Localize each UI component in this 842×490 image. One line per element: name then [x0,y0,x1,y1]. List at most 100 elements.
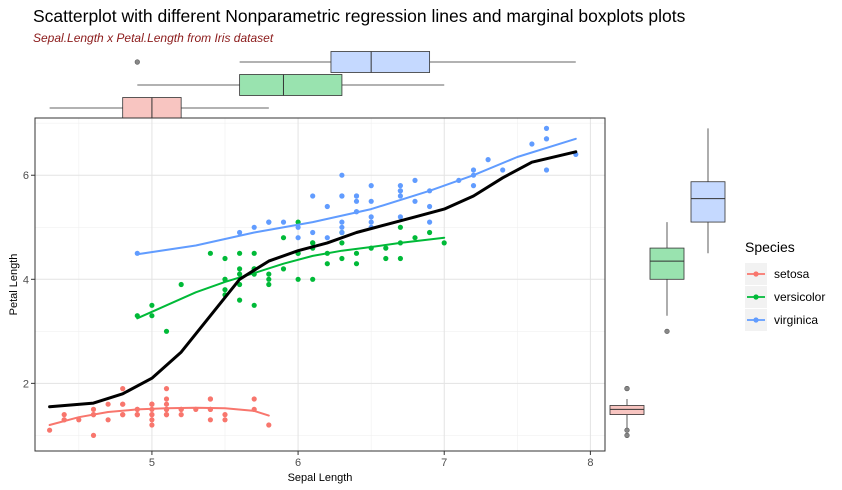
data-point [397,183,403,189]
data-point [222,255,228,262]
data-point [368,219,374,225]
data-point [383,245,389,251]
series-layer [47,125,579,438]
outlier-point [624,432,630,438]
right-boxplot-virginica [690,128,726,254]
data-point [222,287,228,293]
data-point [120,401,126,407]
data-point [105,417,111,423]
outlier-point [624,385,630,392]
data-point [412,177,418,183]
data-point [237,266,243,272]
data-point [222,412,228,418]
x-tick-label: 5 [149,457,155,469]
data-point [310,240,316,246]
smooth-line-versicolor [136,236,446,320]
x-axis-title: Sepal Length [288,472,353,484]
data-point [397,214,403,220]
outlier-point [134,59,140,65]
data-point [353,193,360,199]
data-point [353,198,360,204]
data-point [149,417,155,423]
overall-smooth-line [48,150,578,409]
data-point [237,271,243,277]
right-boxplot-setosa [609,385,645,438]
data-point [339,229,345,236]
data-point [368,214,374,220]
data-point [397,224,403,230]
series-setosa [47,386,272,438]
y-tick-label: 6 [23,170,29,182]
data-point [397,188,403,194]
plot-panel [34,117,606,452]
data-point [222,417,228,423]
data-point [295,276,301,282]
data-point [134,412,140,418]
data-point [353,250,360,256]
data-point [368,183,374,189]
data-point [90,406,97,412]
data-point [207,250,213,256]
data-point [412,235,418,241]
data-point [237,250,243,256]
data-point [310,229,316,236]
data-point [90,432,97,438]
data-point [120,412,126,418]
data-point [280,266,287,272]
data-point [237,229,243,236]
legend-key-point [753,294,759,300]
data-point [397,193,403,199]
chart-title: Scatterplot with different Nonparametric… [33,6,686,26]
data-point [280,219,287,225]
data-point [251,396,257,402]
right-marginal-boxplots [609,128,726,438]
data-point [149,302,155,308]
data-point [149,313,155,319]
x-tick-label: 7 [441,457,447,469]
data-point [120,386,126,392]
data-point [207,396,213,402]
legend-label: setosa [774,267,810,281]
data-point [105,401,111,407]
data-point [266,276,272,282]
data-point [310,193,316,199]
legend-key-point [753,271,759,277]
data-point [485,157,491,163]
data-point [251,224,257,230]
legend-label: versicolor [774,290,825,304]
axes: 5 6 7 8 2 4 6 Sepal Length Petal Length [8,170,593,484]
data-point [207,417,213,423]
top-boxplot-setosa [49,97,269,119]
y-axis-title: Petal Length [8,254,20,316]
data-point [280,235,287,241]
data-point [427,219,433,225]
data-point [543,136,550,142]
outlier-point [664,328,670,334]
legend-item-virginica: virginica [745,309,818,331]
y-tick-label: 2 [23,378,29,390]
legend-label: virginica [774,313,818,327]
data-point [163,401,170,407]
data-point [237,297,243,303]
data-point [441,240,447,246]
box [690,181,726,223]
top-marginal-boxplots [49,51,576,119]
data-point [529,141,535,147]
legend-item-setosa: setosa [745,263,810,285]
chart-subtitle: Sepal.Length x Petal.Length from Iris da… [33,31,274,45]
x-tick-label: 6 [295,457,301,469]
data-point [163,328,170,334]
panel-border [34,117,606,452]
data-point [339,193,345,199]
data-point [339,219,345,225]
data-point [163,396,170,402]
box [239,74,343,96]
legend-item-versicolor: versicolor [745,286,825,308]
data-point [368,198,374,204]
data-point [339,240,345,246]
data-point [163,386,170,392]
smooth-line-setosa [48,406,270,426]
box [649,247,685,280]
data-point [397,255,403,262]
